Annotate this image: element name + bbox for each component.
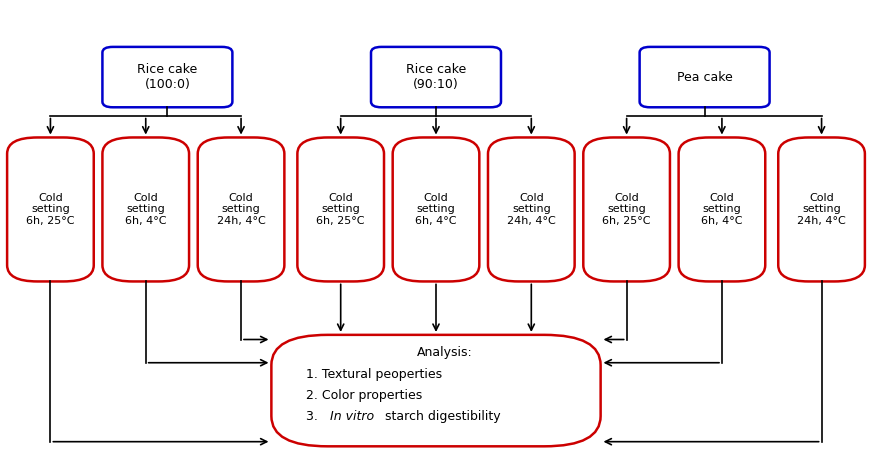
Text: Cold
setting
6h, 4°C: Cold setting 6h, 4°C	[701, 193, 743, 226]
Text: Cold
setting
24h, 4°C: Cold setting 24h, 4°C	[216, 193, 265, 226]
FancyBboxPatch shape	[198, 137, 284, 282]
Text: 1. Textural peoperties: 1. Textural peoperties	[306, 368, 442, 381]
Text: Rice cake
(90:10): Rice cake (90:10)	[405, 63, 467, 91]
Text: Cold
setting
24h, 4°C: Cold setting 24h, 4°C	[797, 193, 846, 226]
Text: Cold
setting
24h, 4°C: Cold setting 24h, 4°C	[507, 193, 555, 226]
Text: Pea cake: Pea cake	[677, 70, 732, 84]
FancyBboxPatch shape	[640, 47, 770, 107]
FancyBboxPatch shape	[778, 137, 865, 282]
Text: 2. Color properties: 2. Color properties	[306, 389, 422, 402]
Text: Cold
setting
6h, 25°C: Cold setting 6h, 25°C	[317, 193, 365, 226]
FancyBboxPatch shape	[271, 335, 601, 446]
FancyBboxPatch shape	[488, 137, 575, 282]
Text: Cold
setting
6h, 4°C: Cold setting 6h, 4°C	[125, 193, 167, 226]
FancyBboxPatch shape	[102, 47, 232, 107]
Text: Cold
setting
6h, 25°C: Cold setting 6h, 25°C	[603, 193, 651, 226]
Text: Cold
setting
6h, 25°C: Cold setting 6h, 25°C	[26, 193, 75, 226]
FancyBboxPatch shape	[678, 137, 766, 282]
FancyBboxPatch shape	[297, 137, 384, 282]
FancyBboxPatch shape	[102, 137, 189, 282]
Text: 3.: 3.	[306, 410, 322, 423]
FancyBboxPatch shape	[583, 137, 670, 282]
Text: starch digestibility: starch digestibility	[380, 410, 501, 423]
Text: Cold
setting
6h, 4°C: Cold setting 6h, 4°C	[415, 193, 457, 226]
Text: Rice cake
(100:0): Rice cake (100:0)	[137, 63, 198, 91]
Text: Analysis:: Analysis:	[417, 346, 473, 359]
FancyBboxPatch shape	[371, 47, 501, 107]
FancyBboxPatch shape	[392, 137, 480, 282]
Text: In vitro: In vitro	[330, 410, 374, 423]
FancyBboxPatch shape	[7, 137, 94, 282]
